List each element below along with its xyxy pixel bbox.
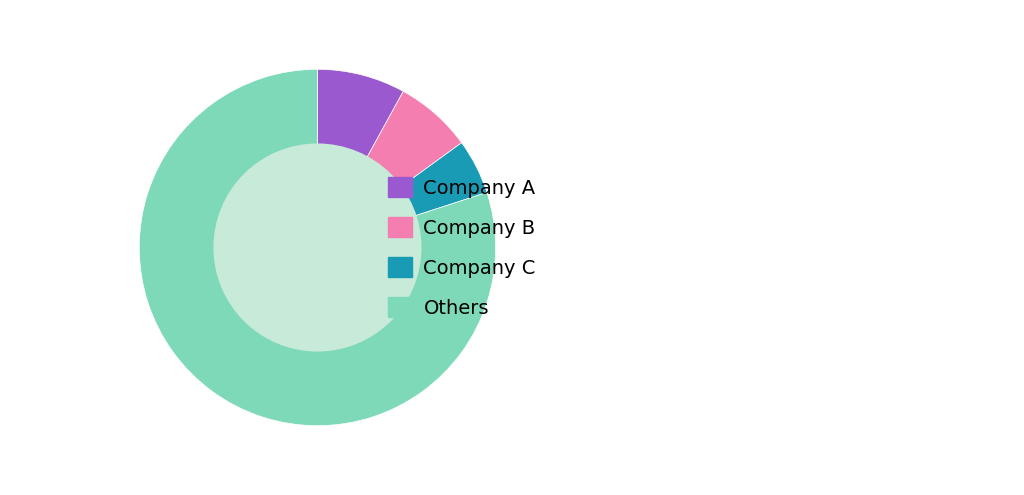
Wedge shape <box>317 92 462 248</box>
Wedge shape <box>317 143 487 248</box>
Wedge shape <box>139 69 496 426</box>
Circle shape <box>214 144 421 351</box>
Legend: Company A, Company B, Company C, Others: Company A, Company B, Company C, Others <box>381 169 544 326</box>
Wedge shape <box>317 69 403 248</box>
